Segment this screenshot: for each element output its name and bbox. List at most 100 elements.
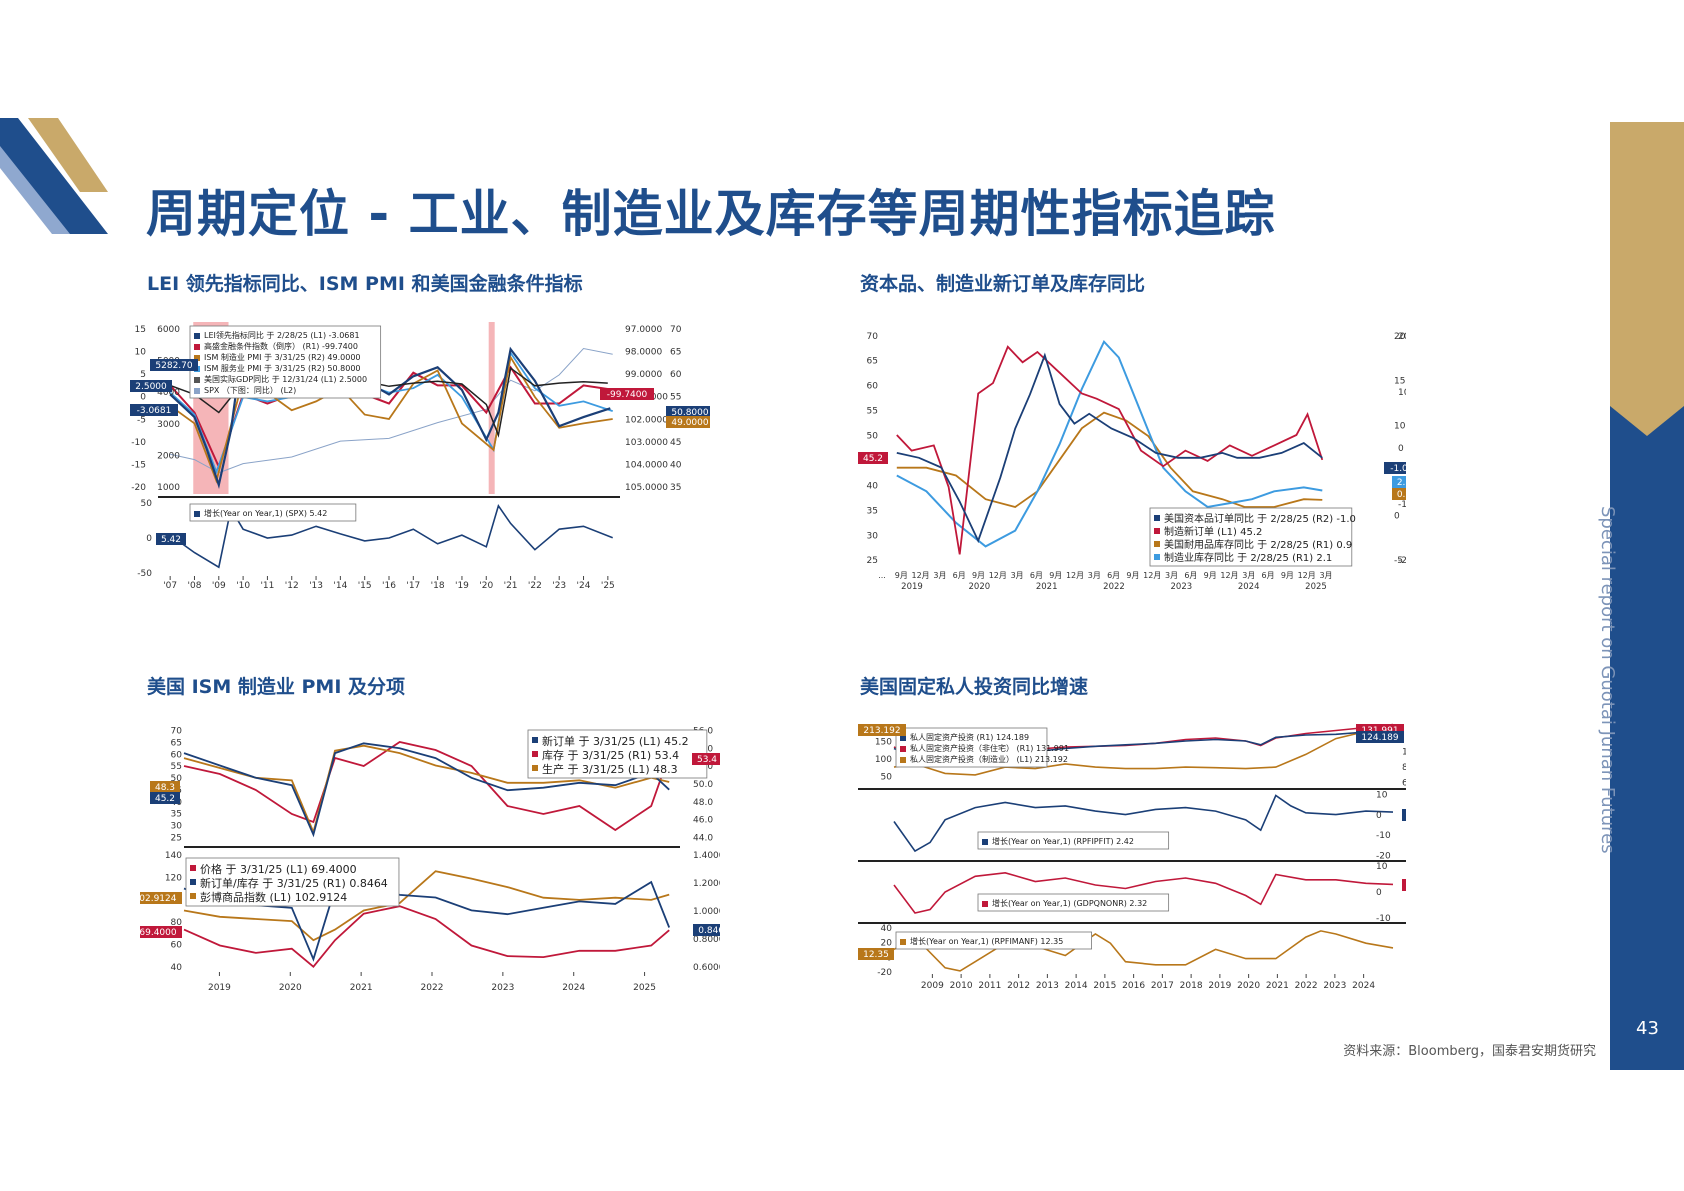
series-rpfimanf — [893, 930, 1394, 972]
x-year-label: 2019 — [901, 582, 923, 592]
x-tick: 2012 — [1007, 981, 1030, 991]
legend-p4-box — [895, 931, 1093, 950]
right-tick-p3: -10 — [1376, 914, 1391, 924]
right-tick-p2: -20 — [1376, 851, 1391, 861]
left-tick-outer: 0 — [140, 393, 146, 403]
series-orders-inventory-ratio — [183, 880, 671, 962]
badge-inventory-bg — [692, 753, 720, 765]
badge-total-investment-bg — [1356, 731, 1404, 743]
x-tick: 6月 — [1184, 571, 1197, 580]
badge-gdpqnonr-bg — [1402, 879, 1406, 891]
left-tick-p1: 100 — [875, 755, 892, 765]
badge-durable-inventory-bg — [1392, 488, 1406, 500]
x-tick: 2010 — [950, 981, 973, 991]
legend-p2-entry: 增长(Year on Year,1) (RPFIPFIT) 2.42 — [992, 836, 1134, 846]
x-tick: '07 — [163, 581, 177, 591]
x-tick: 6月 — [953, 571, 966, 580]
x-tick: '08 — [188, 581, 202, 591]
chart-capital-goods-orders: 7065605550454035302520151050-520100-10-2… — [858, 318, 1406, 601]
badge-spx-level: 5282.70 — [155, 361, 192, 371]
x-tick: 9月 — [895, 571, 908, 580]
x-tick: 3月 — [1165, 571, 1178, 580]
corner-decoration — [0, 118, 108, 234]
x-tick: 2025 — [633, 983, 656, 993]
left-tick-top: 65 — [171, 738, 182, 748]
legend-top-entry: 美国实际GDP同比 于 12/31/24 (L1) 2.5000 — [204, 374, 367, 384]
left-tick-inner: 1000 — [157, 483, 180, 493]
left-tick: 60 — [867, 382, 879, 392]
series-bcom — [183, 870, 670, 942]
left-tick-top: 35 — [171, 810, 182, 820]
left-tick-p1: 150 — [875, 738, 892, 748]
x-tick: 9月 — [972, 571, 985, 580]
left-tick-outer: -5 — [137, 415, 146, 425]
corner-chevron-blue — [0, 118, 108, 234]
legend-bottom-entry: 新订单/库存 于 3/31/25 (R1) 0.8464 — [200, 876, 388, 890]
legend-top-box — [189, 325, 382, 399]
corner-chevron-light — [0, 146, 70, 234]
legend-p1-swatch — [900, 746, 906, 752]
badge-lei: -3.0681 — [137, 406, 172, 416]
left-tick-inner: 2000 — [157, 451, 180, 461]
x-tick: '11 — [260, 581, 274, 591]
right-bar-gold — [1610, 122, 1684, 436]
x-tick: 2020 — [279, 983, 302, 993]
x-tick: '14 — [333, 581, 347, 591]
x-tick: 2018 — [1180, 981, 1203, 991]
badge-inventory: 53.4 — [697, 755, 717, 765]
badge-manufacturing-investment-bg — [858, 724, 906, 736]
x-tick: '18 — [431, 581, 445, 591]
legend-p4-swatch — [900, 939, 906, 945]
badge-production-bg — [150, 781, 180, 793]
right-tick-top: 48.0 — [693, 798, 713, 808]
badge-rpfipfit-bg — [1402, 809, 1406, 821]
x-tick: 6月 — [1262, 571, 1275, 580]
legend-bottom-swatch — [190, 879, 196, 885]
series-durable-inventory — [896, 411, 1323, 508]
x-tick: 2023 — [1323, 981, 1346, 991]
right-tick-bottom: 0.6000 — [693, 963, 720, 973]
x-tick: '20 — [479, 581, 493, 591]
right-tick-outer: -10 — [1398, 500, 1406, 510]
badge-new-orders-bg — [150, 792, 180, 804]
series-new-orders — [896, 345, 1324, 555]
badge-lei-bg — [130, 404, 178, 416]
x-tick: '13 — [309, 581, 323, 591]
right-tick-bottom: 1.2000 — [693, 879, 720, 889]
left-tick-bottom: -50 — [137, 569, 152, 579]
legend-top-swatch — [194, 333, 200, 339]
legend-p2-box — [977, 831, 1170, 850]
x-tick: 2023 — [491, 983, 514, 993]
x-tick: 2017 — [1151, 981, 1174, 991]
x-tick: '25 — [601, 581, 615, 591]
x-tick: 2024 — [562, 983, 585, 993]
legend-p4-entry: 增长(Year on Year,1) (RPFIMANF) 12.35 — [910, 936, 1063, 946]
right-tick-p2: 10 — [1376, 791, 1388, 801]
left-tick-top: 60 — [171, 750, 183, 760]
x-tick: 12月 — [1298, 571, 1316, 580]
series-prices — [183, 905, 670, 968]
x-tick: 2020 — [1237, 981, 1260, 991]
left-tick-top: 25 — [171, 833, 182, 843]
legend-top-swatch — [532, 765, 538, 771]
legend-p1-entry: 私人固定资产投资（非住宅） (R1) 131.991 — [910, 743, 1069, 753]
left-tick-inner: 3000 — [157, 420, 180, 430]
legend-top-swatch — [532, 737, 538, 743]
x-tick: '15 — [358, 581, 372, 591]
right-tick-inner: 99.0000 — [625, 370, 662, 380]
badge-bcom-bg — [140, 892, 182, 904]
right-tick-inner: 97.0000 — [625, 325, 662, 335]
badge-rpfimanf-bg — [858, 948, 894, 960]
left-tick: 55 — [867, 407, 878, 417]
right-tick-p1: 60 — [1402, 779, 1406, 789]
left-tick-top: 30 — [171, 822, 183, 832]
badge-ism-services-bg — [666, 406, 710, 418]
x-tick: 9月 — [1049, 571, 1062, 580]
side-label: Special report on Guotai Junan Futures — [1597, 506, 1618, 854]
legend-p1-box — [895, 727, 1048, 768]
x-tick: 3月 — [933, 571, 946, 580]
badge-spx-yoy: 5.42 — [161, 535, 181, 545]
legend-swatch — [1154, 554, 1160, 560]
x-tick: 9月 — [1126, 571, 1139, 580]
chart-lei-ism-fci: 151050-5-10-15-2060005000400030002000100… — [130, 318, 710, 601]
